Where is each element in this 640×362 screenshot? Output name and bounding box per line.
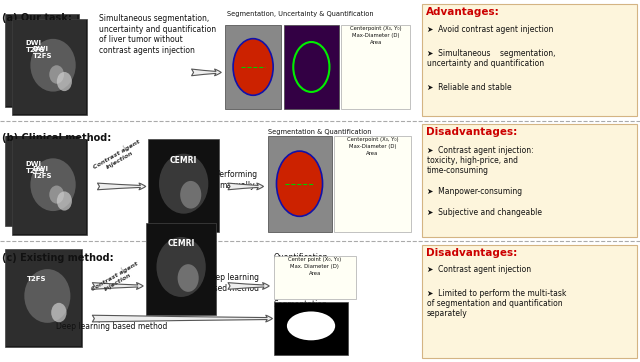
Text: ➤  Reliable and stable: ➤ Reliable and stable xyxy=(427,83,511,92)
Text: DWI
T2FS: DWI T2FS xyxy=(26,40,45,53)
Bar xyxy=(422,124,637,237)
Ellipse shape xyxy=(49,65,64,84)
Text: (b) Clinical method:: (b) Clinical method: xyxy=(2,133,111,143)
Bar xyxy=(5,14,79,107)
Text: CEMRI: CEMRI xyxy=(168,239,195,248)
Text: /: / xyxy=(120,268,125,273)
Text: Deep learning
based method: Deep learning based method xyxy=(204,273,259,293)
Bar xyxy=(6,136,77,226)
Bar xyxy=(274,302,348,355)
Bar xyxy=(12,19,87,115)
Ellipse shape xyxy=(57,72,72,91)
Bar xyxy=(422,4,637,116)
Text: Advantages:: Advantages: xyxy=(426,7,499,17)
Text: Quantification: Quantification xyxy=(274,253,328,262)
Ellipse shape xyxy=(24,269,70,323)
Ellipse shape xyxy=(180,181,202,209)
Bar xyxy=(284,25,339,109)
Text: ➤  Limited to perform the multi-task
of segmentation and quantification
separate: ➤ Limited to perform the multi-task of s… xyxy=(427,289,566,318)
Text: Performing
manually: Performing manually xyxy=(216,170,258,190)
Text: (c) Existing method:: (c) Existing method: xyxy=(2,253,113,264)
Ellipse shape xyxy=(51,303,67,322)
Text: Disadvantages:: Disadvantages: xyxy=(426,127,517,138)
Text: Center point (X₀, Y₀)
Max. Diameter (D)
Area: Center point (X₀, Y₀) Max. Diameter (D) … xyxy=(288,257,342,276)
Ellipse shape xyxy=(49,185,64,203)
Ellipse shape xyxy=(178,264,199,292)
Text: DWI
T2FS: DWI T2FS xyxy=(26,161,45,174)
Bar xyxy=(12,139,87,235)
Text: ➤  Simultaneous    segmentation,
uncertainty and quantification: ➤ Simultaneous segmentation, uncertainty… xyxy=(427,49,556,68)
Text: (a) Our task:: (a) Our task: xyxy=(2,13,72,23)
Text: Centerpoint (X₀, Y₀)
Max-Diameter (D)
Area: Centerpoint (X₀, Y₀) Max-Diameter (D) Ar… xyxy=(350,26,401,45)
Ellipse shape xyxy=(24,154,68,204)
Text: ➤  Contrast agent injection:
toxicity, high-price, and
time-consuming: ➤ Contrast agent injection: toxicity, hi… xyxy=(427,146,534,175)
Text: ➤  Avoid contrast agent injection: ➤ Avoid contrast agent injection xyxy=(427,25,553,34)
Bar xyxy=(341,25,410,109)
Text: Simultaneous segmentation,
uncertainty and quantification
of liver tumor without: Simultaneous segmentation, uncertainty a… xyxy=(99,14,216,55)
Text: ➤  Subjective and changeable: ➤ Subjective and changeable xyxy=(427,208,542,217)
Bar xyxy=(13,139,86,234)
Bar xyxy=(334,136,411,232)
Text: T2FS: T2FS xyxy=(27,277,46,282)
Text: /: / xyxy=(122,146,127,151)
Text: CEMRI: CEMRI xyxy=(170,156,197,165)
Text: DWI
T2FS: DWI T2FS xyxy=(33,165,52,178)
Bar xyxy=(6,15,77,106)
Text: Centerpoint (X₀, Y₀)
Max-Diameter (D)
Area: Centerpoint (X₀, Y₀) Max-Diameter (D) Ar… xyxy=(347,137,398,156)
Text: Contrast agent
injection: Contrast agent injection xyxy=(91,261,142,298)
Ellipse shape xyxy=(233,39,273,95)
Bar xyxy=(422,245,637,358)
Text: DWI
T2FS: DWI T2FS xyxy=(33,46,52,59)
Text: Disadvantages:: Disadvantages: xyxy=(426,248,517,258)
Bar xyxy=(6,250,81,346)
Bar xyxy=(225,25,281,109)
Bar xyxy=(274,256,356,299)
Text: Deep learning based method: Deep learning based method xyxy=(56,322,168,331)
Ellipse shape xyxy=(57,191,72,211)
Text: Segmentation: Segmentation xyxy=(274,300,328,309)
Ellipse shape xyxy=(287,311,335,340)
Ellipse shape xyxy=(157,237,206,297)
Bar xyxy=(5,249,82,347)
Text: Contrast agent
injection: Contrast agent injection xyxy=(93,139,144,176)
Text: Segmentation, Uncertainty & Quantification: Segmentation, Uncertainty & Quantificati… xyxy=(227,11,374,17)
Bar xyxy=(268,136,332,232)
Bar xyxy=(146,223,216,315)
Ellipse shape xyxy=(276,151,323,216)
Text: ➤  Contrast agent injection: ➤ Contrast agent injection xyxy=(427,265,531,274)
Ellipse shape xyxy=(159,154,209,214)
Ellipse shape xyxy=(31,158,76,211)
Bar xyxy=(5,136,79,226)
Text: ➤  Manpower-consuming: ➤ Manpower-consuming xyxy=(427,187,522,196)
Bar xyxy=(148,139,219,232)
Bar xyxy=(13,20,86,114)
Ellipse shape xyxy=(31,39,76,92)
Ellipse shape xyxy=(24,33,68,84)
Text: Segmentation & Quantification: Segmentation & Quantification xyxy=(268,129,371,135)
